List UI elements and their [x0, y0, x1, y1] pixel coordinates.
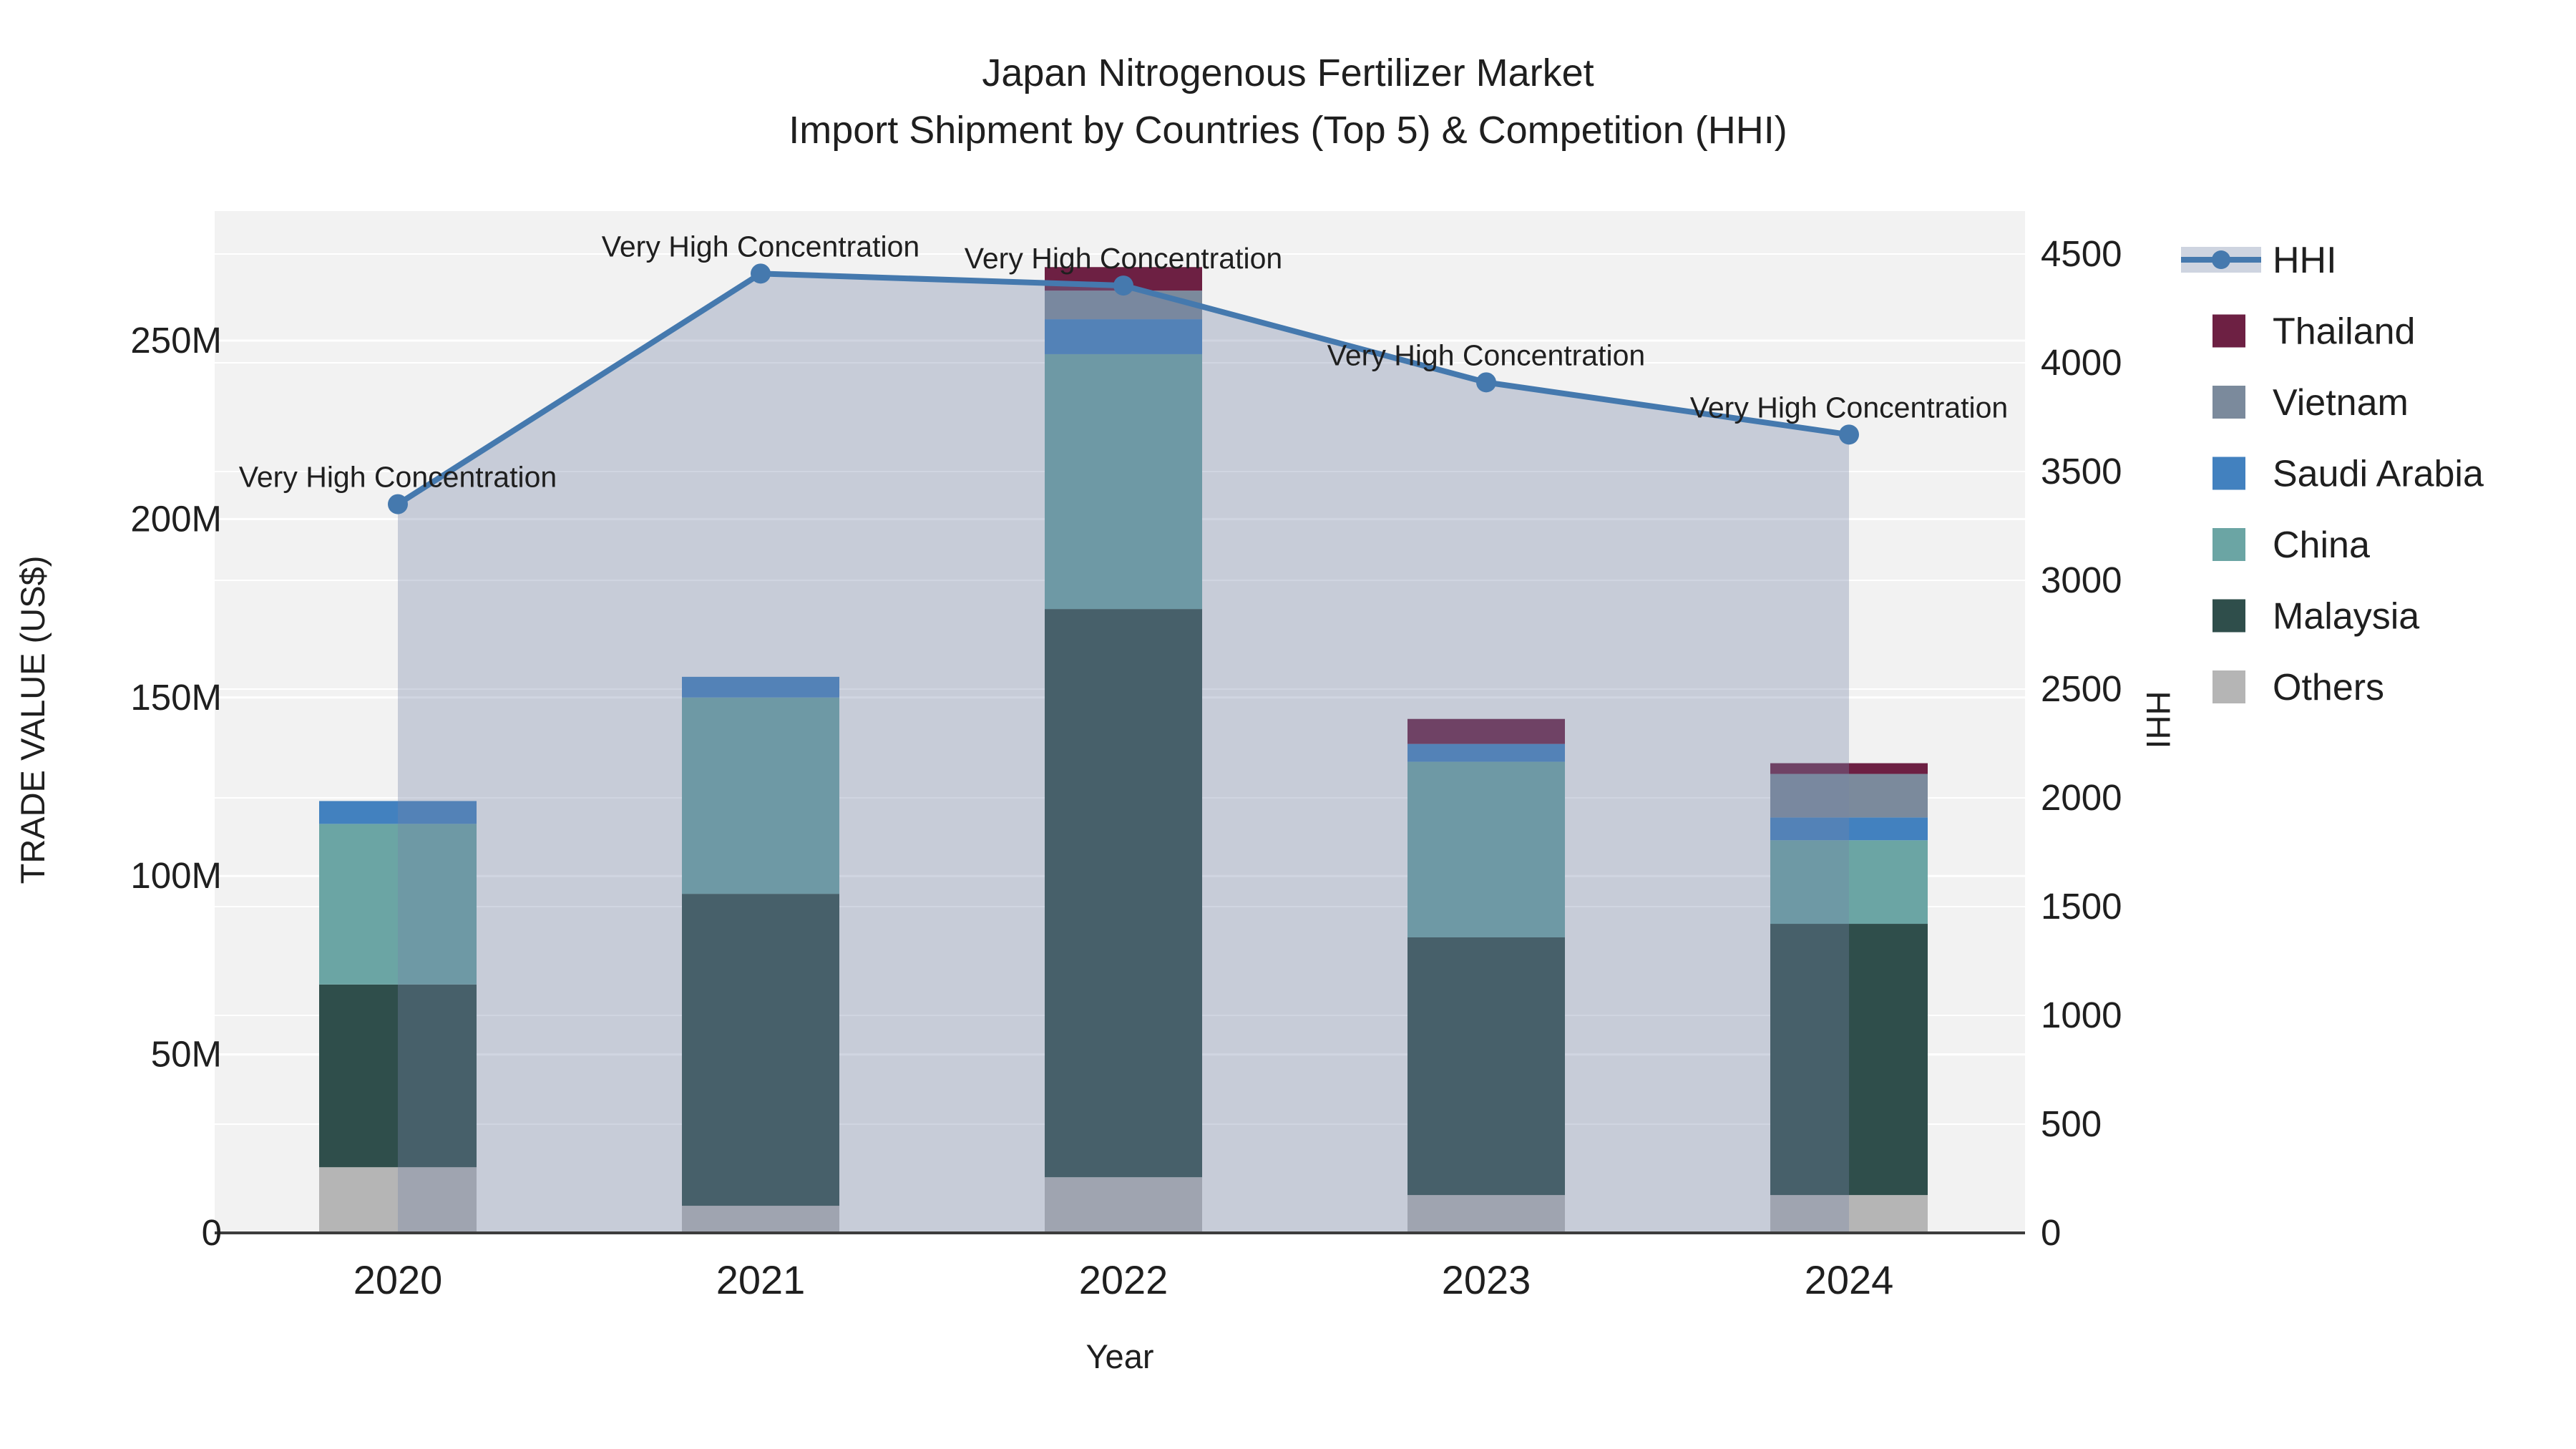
bar-segment-others-2022[interactable]: [1045, 1177, 1202, 1233]
y-tick-right-1000: 1000: [2041, 995, 2122, 1035]
legend-label-malaysia: Malaysia: [2273, 596, 2419, 638]
bar-segment-others-2020[interactable]: [319, 1167, 477, 1233]
x-tick-2024: 2024: [1805, 1257, 1894, 1302]
y-tick-right-4000: 4000: [2041, 342, 2122, 383]
bar-segment-saudi-arabia-2024[interactable]: [1770, 817, 1928, 841]
y-axis-title-left: TRADE VALUE (US$): [14, 556, 52, 884]
y-tick-right-3000: 3000: [2041, 560, 2122, 600]
y-tick-right-1500: 1500: [2041, 886, 2122, 927]
bar-segment-malaysia-2021[interactable]: [682, 894, 839, 1206]
y-tick-right-4500: 4500: [2041, 233, 2122, 274]
legend-label-vietnam: Vietnam: [2273, 382, 2409, 424]
bar-segment-others-2023[interactable]: [1407, 1195, 1565, 1233]
legend-item-thailand[interactable]: Thailand: [2212, 311, 2415, 353]
legend-item-vietnam[interactable]: Vietnam: [2212, 382, 2409, 424]
chart-title-line2: Import Shipment by Countries (Top 5) & C…: [789, 109, 1787, 152]
bar-segment-malaysia-2022[interactable]: [1045, 609, 1202, 1178]
legend-swatch-thailand: [2212, 314, 2245, 348]
bar-segment-china-2022[interactable]: [1045, 353, 1202, 610]
bar-segment-saudi-arabia-2020[interactable]: [319, 801, 477, 824]
annotation-2022: Very High Concentration: [965, 242, 1282, 275]
bar-segment-malaysia-2024[interactable]: [1770, 924, 1928, 1196]
hhi-point-2024[interactable]: [1839, 424, 1859, 445]
chart-title-line1: Japan Nitrogenous Fertilizer Market: [982, 52, 1594, 94]
y-tick-left-50M: 50M: [151, 1034, 222, 1075]
hhi-point-2021[interactable]: [751, 263, 771, 284]
y-tick-left-150M: 150M: [130, 677, 222, 718]
annotation-2024: Very High Concentration: [1690, 391, 2008, 424]
bar-segment-malaysia-2020[interactable]: [319, 984, 477, 1168]
bar-segment-china-2020[interactable]: [319, 824, 477, 985]
hhi-legend-marker-icon: [2212, 250, 2230, 269]
y-tick-right-2500: 2500: [2041, 668, 2122, 709]
legend-swatch-china: [2212, 528, 2245, 561]
hhi-point-2023[interactable]: [1476, 372, 1496, 393]
y-tick-left-0: 0: [202, 1212, 222, 1253]
annotation-2021: Very High Concentration: [602, 230, 919, 263]
legend-swatch-others: [2212, 670, 2245, 703]
x-axis-title: Year: [1086, 1337, 1154, 1375]
bar-segment-saudi-arabia-2023[interactable]: [1407, 743, 1565, 762]
bar-segment-china-2023[interactable]: [1407, 761, 1565, 937]
legend-swatch-saudi-arabia: [2212, 457, 2245, 490]
y-tick-right-500: 500: [2041, 1103, 2102, 1144]
legend-item-hhi[interactable]: HHI: [2181, 240, 2337, 281]
legend-item-others[interactable]: Others: [2212, 667, 2384, 708]
bar-segment-vietnam-2024[interactable]: [1770, 774, 1928, 818]
legend-swatch-vietnam: [2212, 386, 2245, 419]
bar-segment-saudi-arabia-2021[interactable]: [682, 676, 839, 698]
hhi-area-fill: [398, 273, 1849, 1233]
y-tick-right-3500: 3500: [2041, 451, 2122, 492]
x-tick-2022: 2022: [1079, 1257, 1169, 1302]
y-tick-left-200M: 200M: [130, 498, 222, 539]
bar-segment-others-2021[interactable]: [682, 1206, 839, 1233]
y-axis-title-right: HHI: [2140, 691, 2177, 749]
legend-label-china: China: [2273, 525, 2370, 566]
legend: HHI Thailand Vietnam Saudi Arabia China Malay…: [2181, 240, 2484, 708]
legend-item-china[interactable]: China: [2212, 525, 2370, 566]
legend-label-hhi: HHI: [2273, 240, 2337, 281]
legend-swatch-malaysia: [2212, 599, 2245, 633]
bar-segment-saudi-arabia-2022[interactable]: [1045, 319, 1202, 354]
x-tick-2020: 2020: [353, 1257, 443, 1302]
legend-label-saudi-arabia: Saudi Arabia: [2273, 454, 2484, 495]
bar-segment-china-2024[interactable]: [1770, 840, 1928, 924]
y-tick-left-250M: 250M: [130, 320, 222, 361]
bar-segment-thailand-2024[interactable]: [1770, 763, 1928, 774]
bar-segment-thailand-2023[interactable]: [1407, 718, 1565, 744]
x-tick-2023: 2023: [1442, 1257, 1531, 1302]
bar-segment-malaysia-2023[interactable]: [1407, 937, 1565, 1196]
y-tick-left-100M: 100M: [130, 855, 222, 896]
legend-label-others: Others: [2273, 667, 2384, 708]
legend-item-malaysia[interactable]: Malaysia: [2212, 596, 2419, 638]
hhi-point-2022[interactable]: [1113, 275, 1133, 296]
legend-item-saudi-arabia[interactable]: Saudi Arabia: [2212, 454, 2484, 495]
bar-segment-others-2024[interactable]: [1770, 1195, 1928, 1233]
y-tick-right-0: 0: [2041, 1212, 2061, 1253]
legend-label-thailand: Thailand: [2273, 311, 2415, 353]
bar-segment-china-2021[interactable]: [682, 697, 839, 894]
annotation-2023: Very High Concentration: [1327, 338, 1645, 371]
x-tick-2021: 2021: [716, 1257, 806, 1302]
hhi-point-2020[interactable]: [388, 494, 408, 514]
y-tick-right-2000: 2000: [2041, 777, 2122, 818]
annotation-2020: Very High Concentration: [239, 461, 557, 494]
